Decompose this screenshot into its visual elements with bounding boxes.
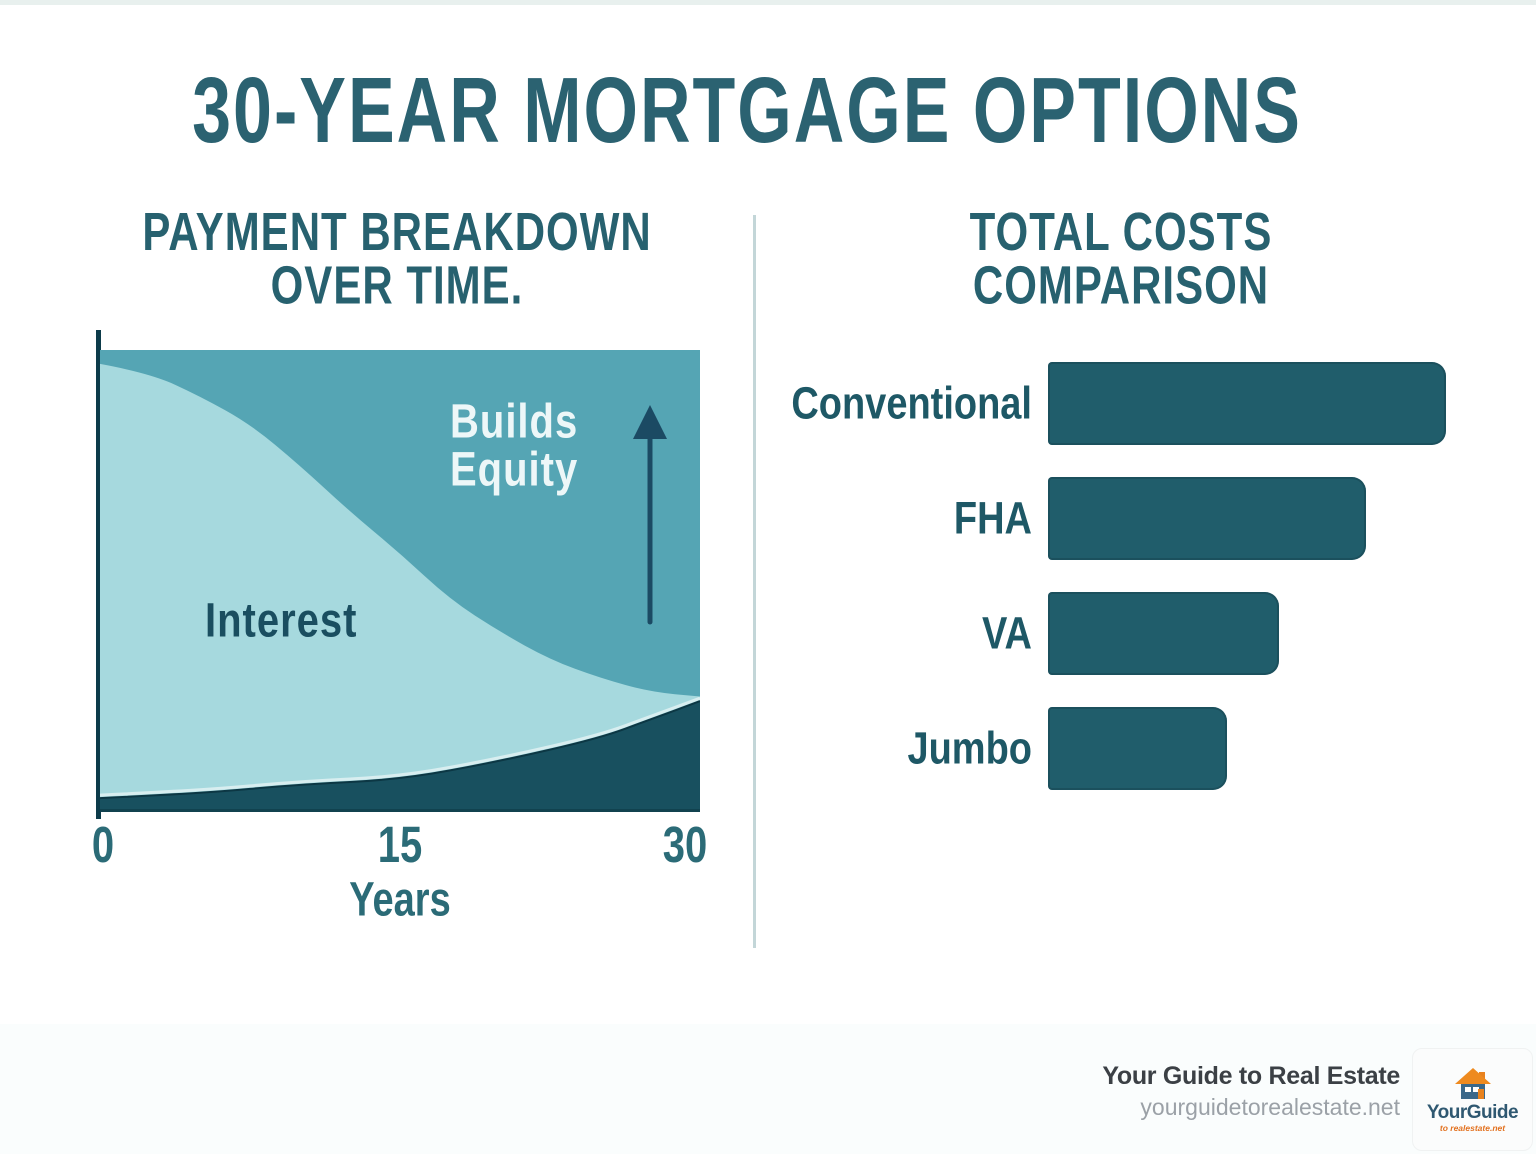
bar-row-jumbo: Jumbo: [780, 707, 1227, 790]
x-tick-15: 15: [377, 817, 423, 874]
bar-label-fha: FHA: [953, 493, 1032, 544]
logo-wordmark-part2: Guide: [1466, 1101, 1519, 1123]
house-icon: [1454, 1067, 1491, 1099]
x-tick-30: 30: [662, 817, 708, 874]
bar-row-conventional: Conventional: [780, 362, 1446, 445]
bar-row-va: VA: [780, 592, 1279, 675]
bar-jumbo: [1048, 707, 1227, 790]
footer-website-text: yourguidetorealestate.net: [1140, 1094, 1400, 1120]
brand-logo: YourGuide to realestate.net: [1412, 1048, 1533, 1151]
page-title: 30-YEAR MORTGAGE OPTIONS: [192, 58, 1302, 162]
builds-equity-label-line2: Equity: [450, 443, 579, 497]
logo-tagline: to realestate.net: [1439, 1122, 1506, 1133]
bar-va: [1048, 592, 1279, 675]
builds-equity-label-line1: Builds: [450, 395, 579, 449]
right-panel-heading-line1: TOTAL COSTS: [969, 201, 1273, 262]
panel-divider-line: [753, 215, 756, 948]
left-panel-heading-line2: OVER TIME.: [270, 254, 524, 315]
bar-conventional: [1048, 362, 1446, 445]
bar-label-jumbo: Jumbo: [907, 723, 1032, 774]
bar-label-va: VA: [982, 608, 1032, 659]
logo-wordmark: YourGuide: [1426, 1101, 1519, 1123]
footer-background-band: [0, 1024, 1536, 1154]
area-chart-y-axis: [96, 330, 101, 819]
left-panel-heading-line1: PAYMENT BREAKDOWN: [142, 201, 652, 262]
payment-breakdown-area-chart: [100, 350, 700, 812]
bar-label-conventional: Conventional: [791, 378, 1032, 429]
footer-brand-text: Your Guide to Real Estate: [1102, 1062, 1400, 1090]
top-accent-strip: [0, 0, 1536, 5]
x-tick-0: 0: [91, 817, 115, 874]
bar-row-fha: FHA: [780, 477, 1366, 560]
right-panel-heading: TOTAL COSTS COMPARISON: [953, 205, 1289, 311]
interest-area-label: Interest: [205, 594, 358, 648]
bar-fha: [1048, 477, 1366, 560]
right-panel-heading-line2: COMPARISON: [972, 254, 1270, 315]
x-axis-title: Years: [349, 873, 451, 928]
logo-wordmark-part1: Your: [1426, 1101, 1467, 1123]
left-panel-heading: PAYMENT BREAKDOWN OVER TIME.: [97, 205, 697, 311]
builds-equity-label: Builds Equity: [450, 398, 578, 494]
